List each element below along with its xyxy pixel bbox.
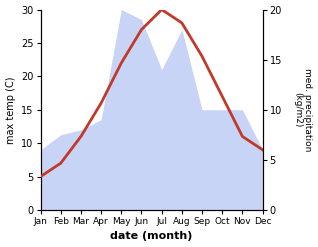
X-axis label: date (month): date (month) (110, 231, 193, 242)
Y-axis label: med. precipitation
(kg/m2): med. precipitation (kg/m2) (293, 68, 313, 151)
Y-axis label: max temp (C): max temp (C) (5, 76, 16, 144)
